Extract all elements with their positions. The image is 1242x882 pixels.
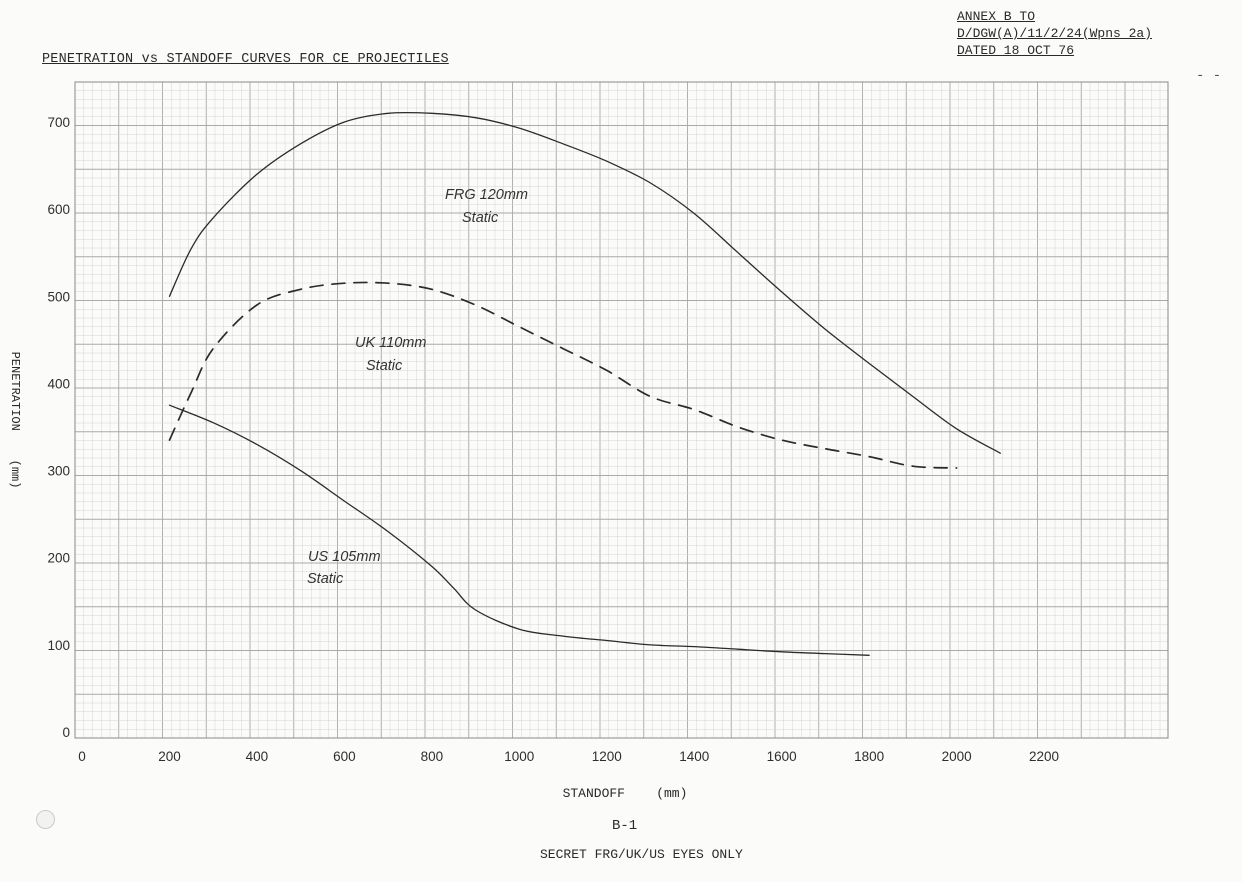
y-tick-label: 100	[47, 638, 70, 653]
punch-hole-icon	[36, 810, 55, 829]
annex-dated-line: DATED 18 OCT 76	[957, 43, 1075, 58]
y-tick-label: 600	[47, 202, 70, 217]
margin-mark: - -	[1196, 68, 1222, 84]
x-tick-label: 0	[78, 749, 86, 764]
plot-frame	[74, 81, 1169, 739]
annex-reference-block: ANNEX B TO D/DGW(A)/11/2/24(Wpns 2a) DAT…	[957, 8, 1152, 59]
series-label-frg-120mm: FRG 120mm	[445, 187, 528, 203]
x-tick-label: 200	[158, 749, 181, 764]
x-tick-label: 1400	[679, 749, 709, 764]
page-number: B-1	[612, 818, 638, 834]
series-line-us-105mm	[168, 404, 870, 656]
chart-grid	[74, 82, 1168, 739]
series-label-us-105mm: US 105mm	[308, 549, 381, 565]
x-tick-label: 400	[246, 749, 269, 764]
series-label-frg-120mm-static: Static	[462, 210, 499, 226]
x-tick-label: 2200	[1029, 749, 1059, 764]
y-tick-label: 200	[47, 551, 70, 566]
x-tick-label: 2000	[942, 749, 972, 764]
series-label-us-105mm-static: Static	[307, 571, 344, 587]
series-label-uk-110mm: UK 110mm	[355, 335, 426, 351]
series-labels: FRG 120mm Static UK 110mm Static US 105mm Sta…	[307, 187, 528, 587]
y-tick-label: 400	[47, 376, 70, 391]
axis-ticks: 0 200 400 600 800 1000 1200 1400 1600 1800 2000 220…	[47, 115, 1059, 764]
series-lines	[168, 111, 1001, 656]
series-line-frg-120mm	[168, 111, 1001, 454]
chart-title: PENETRATION vs STANDOFF CURVES FOR CE PR…	[42, 52, 449, 67]
annex-line-1: ANNEX B TO	[957, 9, 1036, 24]
x-tick-label: 1200	[592, 749, 622, 764]
x-tick-label: 1800	[854, 749, 884, 764]
annex-line-2: D/DGW(A)/11/2/24(Wpns 2a)	[957, 26, 1153, 41]
series-line-uk-110mm	[168, 281, 958, 469]
y-tick-label: 300	[47, 464, 70, 479]
y-axis-label: PENETRATION (mm)	[8, 352, 22, 489]
series-label-uk-110mm-static: Static	[366, 358, 403, 374]
y-tick-label: 700	[47, 115, 70, 130]
x-tick-label: 1000	[504, 749, 534, 764]
classification-marking: SECRET FRG/UK/US EYES ONLY	[540, 847, 743, 862]
x-tick-label: 1600	[767, 749, 797, 764]
y-tick-label: 500	[47, 289, 70, 304]
x-tick-label: 800	[421, 749, 444, 764]
y-tick-label: 0	[62, 725, 70, 740]
x-axis-label: STANDOFF (mm)	[563, 786, 688, 801]
x-tick-label: 600	[333, 749, 356, 764]
